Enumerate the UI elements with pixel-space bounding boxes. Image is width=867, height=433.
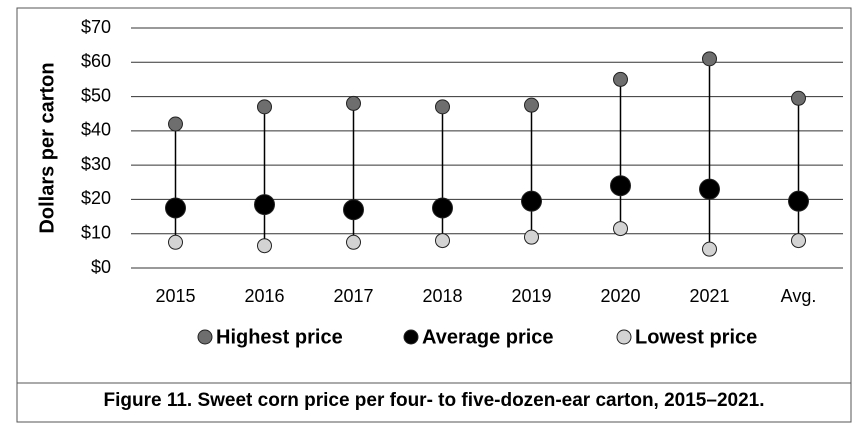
y-tick-label: $60 [81, 51, 111, 71]
dot [524, 229, 539, 245]
legend-marker [403, 329, 419, 345]
y-tick-label: $70 [81, 17, 111, 37]
x-tick-label: 2015 [155, 286, 195, 306]
x-tick-label: 2021 [689, 286, 729, 306]
dot [699, 178, 720, 200]
frame [16, 7, 852, 423]
dot [610, 175, 631, 197]
legend-marker [616, 329, 632, 345]
dot [165, 197, 186, 219]
dot [257, 99, 272, 115]
y-axis-label: Dollars per carton [36, 62, 58, 233]
dot [791, 233, 806, 249]
dot [346, 95, 361, 111]
caption: Figure 11. Sweet corn price per four- to… [103, 390, 764, 411]
dot [435, 233, 450, 249]
x-tick-label: 2018 [422, 286, 462, 306]
y-tick-label: $10 [81, 222, 111, 242]
legend-label: Lowest price [635, 326, 757, 348]
dot [435, 99, 450, 115]
dot [702, 241, 717, 257]
y-tick-label: $50 [81, 85, 111, 105]
legend-label: Average price [422, 326, 554, 348]
y-tick-label: $20 [81, 188, 111, 208]
dot [257, 238, 272, 254]
dot [702, 51, 717, 67]
legend-label: Highest price [216, 326, 343, 348]
legend-marker [197, 329, 213, 345]
y-tick-label: $40 [81, 120, 111, 140]
dot [613, 221, 628, 237]
dot [521, 190, 542, 212]
dot [346, 234, 361, 250]
dot [168, 116, 183, 132]
dot [788, 190, 809, 212]
dot [343, 199, 364, 221]
x-tick-label: 2017 [333, 286, 373, 306]
dot [168, 234, 183, 250]
y-tick-label: $30 [81, 154, 111, 174]
y-tick-label: $0 [91, 257, 111, 277]
x-tick-label: Avg. [781, 286, 817, 306]
x-tick-label: 2016 [244, 286, 284, 306]
x-tick-label: 2019 [511, 286, 551, 306]
dot [613, 71, 628, 87]
x-tick-label: 2020 [600, 286, 640, 306]
dot [791, 90, 806, 106]
dot [432, 197, 453, 219]
dot [254, 194, 275, 216]
dot [524, 97, 539, 113]
